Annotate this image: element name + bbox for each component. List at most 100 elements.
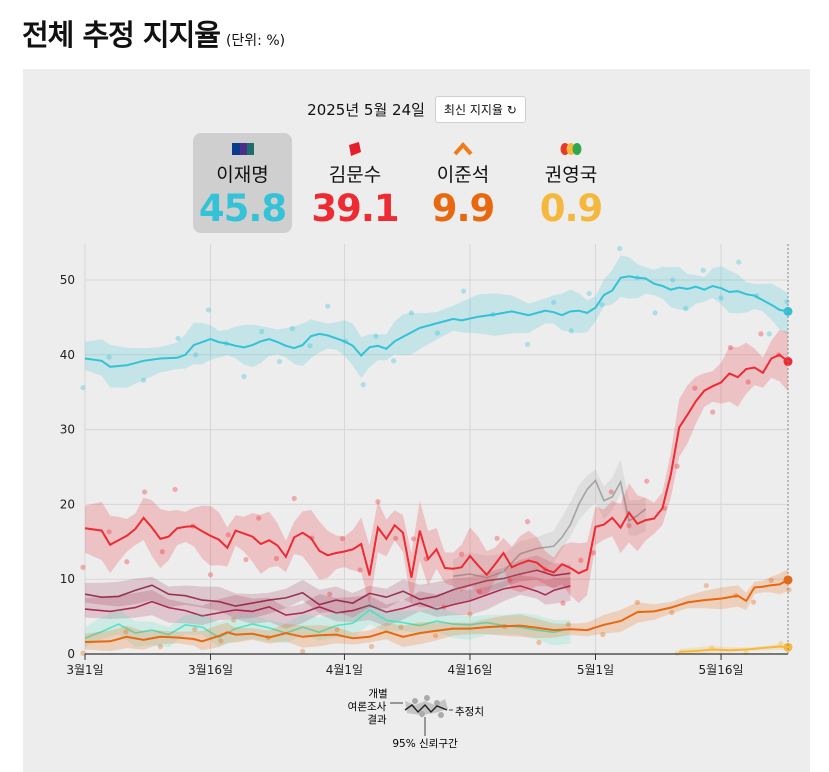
series-2-poll-dot — [703, 582, 709, 589]
series-1-poll-dot — [141, 489, 148, 495]
series-0-poll-dot — [259, 329, 265, 335]
series-2-poll-dot — [231, 617, 237, 623]
series-2-poll-dot — [600, 631, 606, 638]
axes: 0 10 20 30 40 50 3월1일 3월16일 4월1일 4월16일 5월1일 5월16일 — [60, 244, 789, 677]
candidate-card-lee-junseok[interactable]: 이준석 9.9 — [409, 133, 517, 233]
candidate-cards: 이재명 45.8 김문수 39.1 이준석 9.9 권영국 0.9 — [193, 133, 625, 233]
candidate-card-kim-moonsoo[interactable]: 김문수 39.1 — [301, 133, 409, 233]
endpoint-0 — [783, 306, 793, 316]
series-0-poll-dot — [325, 303, 331, 309]
series-0-poll-dot — [736, 259, 742, 265]
legend-dot — [424, 695, 430, 701]
series-0-poll-dot — [360, 382, 366, 388]
endpoint-3 — [783, 642, 793, 652]
title-row: 전체 추정 지지율 (단위: %) — [22, 12, 285, 54]
legend-estimate-label: 추정치 — [455, 706, 484, 718]
series-1-poll-dot — [590, 550, 597, 556]
series-1-poll-dot — [524, 519, 531, 525]
series-0-poll-dot — [106, 354, 112, 360]
series-0-poll-dot — [682, 305, 689, 312]
legend-polls-line-2: 여론조사 — [348, 701, 387, 713]
series-1-poll-dot — [727, 344, 734, 351]
series-0-poll-dot — [140, 377, 147, 383]
series-1-poll-dot — [674, 463, 680, 469]
legend-dot — [434, 700, 440, 706]
y-tick-label: 50 — [60, 273, 75, 287]
inactive-line — [84, 569, 571, 607]
series-1-poll-dot — [375, 499, 381, 505]
candidate-card-kwon-younggook[interactable]: 권영국 0.9 — [517, 133, 625, 233]
unit-label: (단위: %) — [225, 33, 286, 49]
line-2 — [84, 579, 789, 643]
latest-support-button[interactable]: 최신 지지율 ↻ — [434, 96, 526, 123]
series-1-poll-dot — [710, 409, 716, 415]
series-2-poll-dot — [669, 609, 675, 616]
series-1-poll-dot — [494, 535, 500, 541]
series-0-poll-dot — [524, 341, 531, 347]
legend-estimate-line — [404, 703, 448, 714]
series-1-poll-dot — [626, 522, 632, 529]
series-1-poll-dot — [339, 535, 346, 542]
legend-polls-line-3: 결과 — [367, 714, 387, 726]
inactive-line — [84, 608, 571, 640]
series-0-poll-dot — [175, 335, 181, 341]
series-2-poll-dot — [398, 624, 404, 630]
candidate-value: 0.9 — [539, 187, 604, 230]
series-0-poll-dot — [652, 310, 658, 316]
chart-legend: 개별 여론조사 결과 추정치 95% 신뢰구간 — [348, 688, 484, 750]
line-3 — [679, 645, 789, 653]
series-1-poll-dot — [578, 557, 584, 563]
x-tick-label: 5월16일 — [699, 663, 744, 677]
series-1-poll-dot — [243, 556, 249, 563]
series-1-poll-dot — [476, 589, 482, 595]
series-1-poll-dot — [291, 495, 297, 502]
candidate-value: 39.1 — [311, 187, 399, 230]
series-0-poll-dot — [551, 299, 557, 306]
party-logo-icon — [301, 133, 409, 159]
band-3 — [679, 643, 788, 654]
date-row: 2025년 5월 24일 최신 지지율 ↻ — [23, 96, 810, 123]
confidence-bands — [85, 255, 788, 654]
series-0-poll-dot — [276, 358, 283, 365]
series-0-poll-dot — [80, 385, 86, 391]
candidate-name: 권영국 — [544, 164, 598, 186]
inactive-line — [84, 585, 571, 617]
inactive-series — [84, 459, 647, 648]
series-2-poll-dot — [768, 577, 774, 583]
inactive-band — [453, 459, 646, 592]
candidate-card-lee-jaemyung[interactable]: 이재명 45.8 — [193, 133, 292, 233]
line-0 — [84, 275, 789, 368]
inactive-band — [85, 555, 571, 619]
series-2-poll-dot — [634, 599, 640, 605]
series-1-poll-dot — [410, 536, 416, 542]
estimate-lines — [84, 275, 793, 653]
series-1-poll-dot — [172, 486, 178, 493]
series-2-poll-dot — [123, 629, 129, 635]
series-0-poll-dot — [784, 299, 790, 305]
series-2-poll-dot — [368, 643, 375, 650]
series-1-poll-dot — [393, 535, 399, 541]
series-2-poll-dot — [565, 621, 572, 628]
series-1-poll-dot — [758, 331, 764, 337]
series-2-poll-dot — [536, 639, 542, 646]
x-tick-label: 5월1일 — [577, 663, 614, 677]
party-logo-icon — [517, 133, 625, 159]
series-1-poll-dot — [357, 567, 363, 573]
candidate-name: 이준석 — [436, 164, 490, 186]
series-0-poll-dot — [461, 288, 467, 294]
series-0-poll-dot — [568, 328, 575, 334]
series-3-poll-dot — [674, 650, 680, 656]
series-2-poll-dot — [157, 643, 163, 650]
series-2-poll-dot — [432, 633, 439, 639]
band-1 — [85, 330, 788, 606]
candidate-name: 이재명 — [216, 164, 269, 186]
y-tick-label: 40 — [60, 348, 75, 362]
y-tick-label: 30 — [60, 423, 75, 437]
series-2-poll-dot — [80, 650, 86, 656]
inactive-line — [453, 479, 647, 579]
series-0-poll-dot — [391, 358, 397, 364]
y-tick-label: 0 — [67, 647, 75, 661]
candidate-value: 9.9 — [431, 187, 496, 230]
series-2-poll-dot — [786, 587, 792, 593]
series-1-poll-dot — [106, 529, 112, 535]
